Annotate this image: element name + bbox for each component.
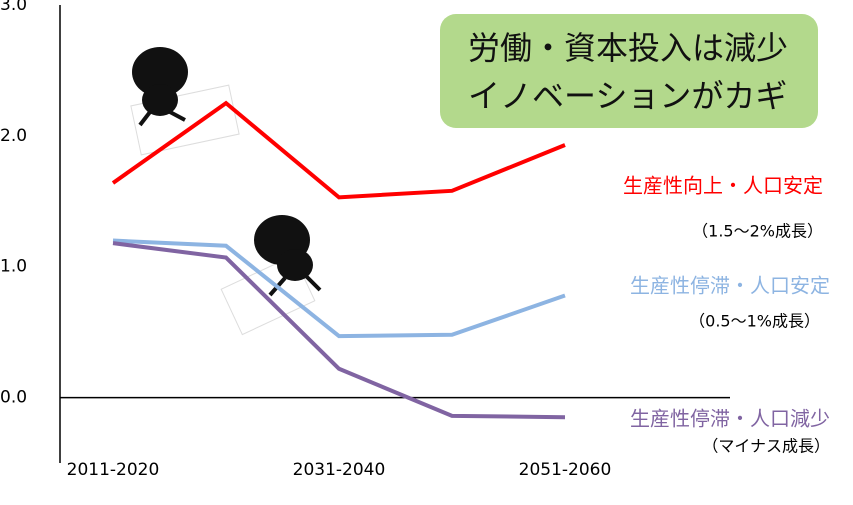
series-line bbox=[111, 100, 566, 200]
series-label: 生産性停滞・人口安定 bbox=[630, 274, 830, 298]
y-tick-label: 2.0 bbox=[0, 126, 27, 146]
series-line bbox=[112, 241, 566, 420]
series-line bbox=[112, 238, 566, 339]
series-note: （1.5～2%成長） bbox=[692, 222, 823, 241]
character bbox=[220, 215, 322, 336]
character bbox=[130, 47, 240, 156]
x-tick-label: 2031-2040 bbox=[293, 460, 386, 480]
annotation-box bbox=[440, 14, 818, 128]
x-tick-label: 2011-2020 bbox=[67, 460, 160, 480]
annotation-line: イノベーションがカギ bbox=[468, 77, 787, 115]
series-note: （マイナス成長） bbox=[702, 437, 830, 456]
annotation-line: 労働・資本投入は減少 bbox=[468, 29, 788, 67]
x-tick-label: 2051-2060 bbox=[519, 460, 612, 480]
series-label: 生産性向上・人口安定 bbox=[623, 174, 823, 198]
y-tick-label: 3.0 bbox=[0, 0, 27, 15]
series-label: 生産性停滞・人口減少 bbox=[630, 407, 830, 431]
series-note: （0.5～1%成長） bbox=[689, 312, 820, 331]
y-tick-label: 0.0 bbox=[0, 388, 27, 408]
y-tick-label: 1.0 bbox=[0, 257, 27, 277]
